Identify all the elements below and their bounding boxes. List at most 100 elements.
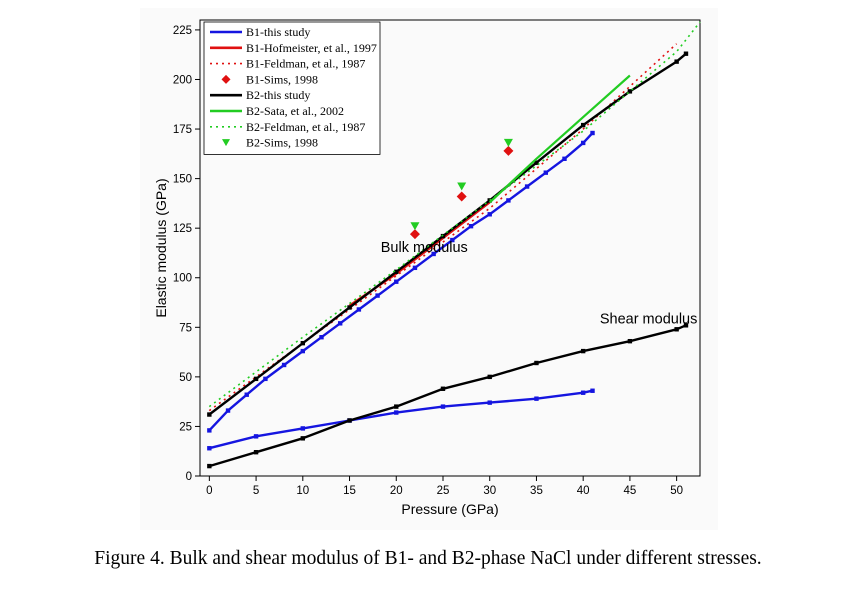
y-axis-label: Elastic modulus (GPa) <box>153 178 169 317</box>
series-0-point <box>207 428 212 433</box>
series-9-point <box>580 348 586 354</box>
series-4-point <box>683 51 689 56</box>
series-0-point <box>590 130 595 136</box>
series-4-point <box>674 59 679 64</box>
series-3-point <box>503 145 514 156</box>
series-3-point <box>409 229 420 240</box>
series-7-point <box>457 182 467 191</box>
series-9-point <box>253 450 259 455</box>
y-tick-label: 200 <box>173 74 192 86</box>
series-0-point <box>450 237 455 243</box>
x-tick-label: 40 <box>577 485 590 497</box>
legend-entry: B2-Sims, 1998 <box>246 136 318 150</box>
y-tick-label: 0 <box>186 471 192 483</box>
series-0-point <box>300 348 306 354</box>
x-tick-label: 35 <box>530 485 543 497</box>
series-8-line <box>209 389 593 450</box>
legend-entry: B1-this study <box>246 25 310 39</box>
series-9-point <box>347 418 352 423</box>
series-0-point <box>543 170 548 175</box>
series-9-point <box>674 327 679 332</box>
series-0-point <box>431 251 436 257</box>
series-0-point <box>580 140 586 146</box>
series-0-line <box>208 132 594 432</box>
series-0-point <box>281 362 287 368</box>
legend-entry: B2-Sata, et al., 2002 <box>246 104 344 118</box>
series-9-point <box>534 360 539 366</box>
x-tick-label: 5 <box>253 485 259 497</box>
y-tick-label: 75 <box>179 322 192 334</box>
y-tick-label: 175 <box>173 124 192 136</box>
legend-entry: B2-this study <box>246 88 310 102</box>
legend-entry: B1-Hofmeister, et al., 1997 <box>246 41 377 55</box>
series-8-point <box>590 388 595 393</box>
x-tick-label: 25 <box>437 485 450 497</box>
series-4-point <box>300 340 306 346</box>
y-tick-label: 225 <box>173 25 192 37</box>
series-0-point <box>487 212 492 217</box>
x-tick-label: 20 <box>390 485 403 497</box>
x-tick-label: 30 <box>483 485 496 497</box>
series-0-point <box>356 307 362 312</box>
series-8-point <box>440 404 446 409</box>
series-0-point <box>412 265 418 271</box>
y-tick-label: 25 <box>179 421 192 433</box>
series-0-point <box>506 198 511 203</box>
series-4-point <box>253 376 259 382</box>
legend-swatch <box>221 74 231 84</box>
series-0-point <box>375 293 380 298</box>
series-0-point <box>337 321 343 326</box>
legend-entry: B1-Feldman, et al., 1987 <box>246 57 365 71</box>
series-0-point <box>225 408 231 413</box>
series-4-point <box>347 305 352 310</box>
series-6-line <box>208 21 701 408</box>
series-3-point <box>456 191 467 202</box>
series-8-point <box>207 446 212 451</box>
series-4-point <box>580 122 586 128</box>
series-4-point <box>440 233 446 239</box>
x-tick-label: 0 <box>206 485 212 497</box>
legend-swatch <box>222 139 230 147</box>
figure-caption: Figure 4. Bulk and shear modulus of B1- … <box>94 548 762 569</box>
plot-frame <box>199 19 701 477</box>
x-tick-label: 15 <box>343 485 356 497</box>
series-8-point <box>580 390 586 395</box>
legend-box <box>203 21 381 155</box>
series-0-point <box>524 184 530 189</box>
series-4-point <box>534 160 539 165</box>
series-9-point <box>207 463 212 469</box>
y-tick-label: 100 <box>173 273 192 285</box>
series-9-point <box>683 323 689 328</box>
x-tick-label: 45 <box>624 485 637 497</box>
series-8-point <box>253 434 259 439</box>
series-9-line <box>208 324 687 468</box>
series-0-point <box>319 335 324 340</box>
series-0-point <box>562 156 567 161</box>
legend-entry: B2-Feldman, et al., 1987 <box>246 120 365 134</box>
series-9-point <box>627 338 633 344</box>
y-tick-label: 50 <box>179 372 192 384</box>
series-0-point <box>244 392 249 397</box>
y-tick-label: 150 <box>173 174 192 186</box>
series-0-point <box>394 279 399 284</box>
series-0-point <box>263 376 268 382</box>
elastic-modulus-chart: 0 5 10 15 20 25 30 35 40 45 50 0 25 50 75 100 125 150 175 2… <box>153 19 701 517</box>
series-7-point <box>503 138 513 147</box>
x-tick-label: 50 <box>670 485 683 497</box>
series-8-point <box>394 410 399 415</box>
series-4-point <box>207 412 212 417</box>
series-5-line <box>488 74 631 204</box>
annotation-1: Shear modulus <box>600 311 698 327</box>
series-4-point <box>627 89 633 94</box>
series-8-point <box>534 396 539 401</box>
series-9-point <box>487 374 492 380</box>
series-9-point <box>394 404 399 409</box>
series-9-point <box>440 386 446 391</box>
x-tick-label: 10 <box>296 485 309 497</box>
legend-entry: B1-Sims, 1998 <box>246 72 318 86</box>
series-0-point <box>468 223 474 229</box>
series-4-point <box>394 269 399 274</box>
series-7-point <box>410 222 420 231</box>
series-8-point <box>487 400 492 405</box>
y-tick-label: 125 <box>173 223 192 235</box>
